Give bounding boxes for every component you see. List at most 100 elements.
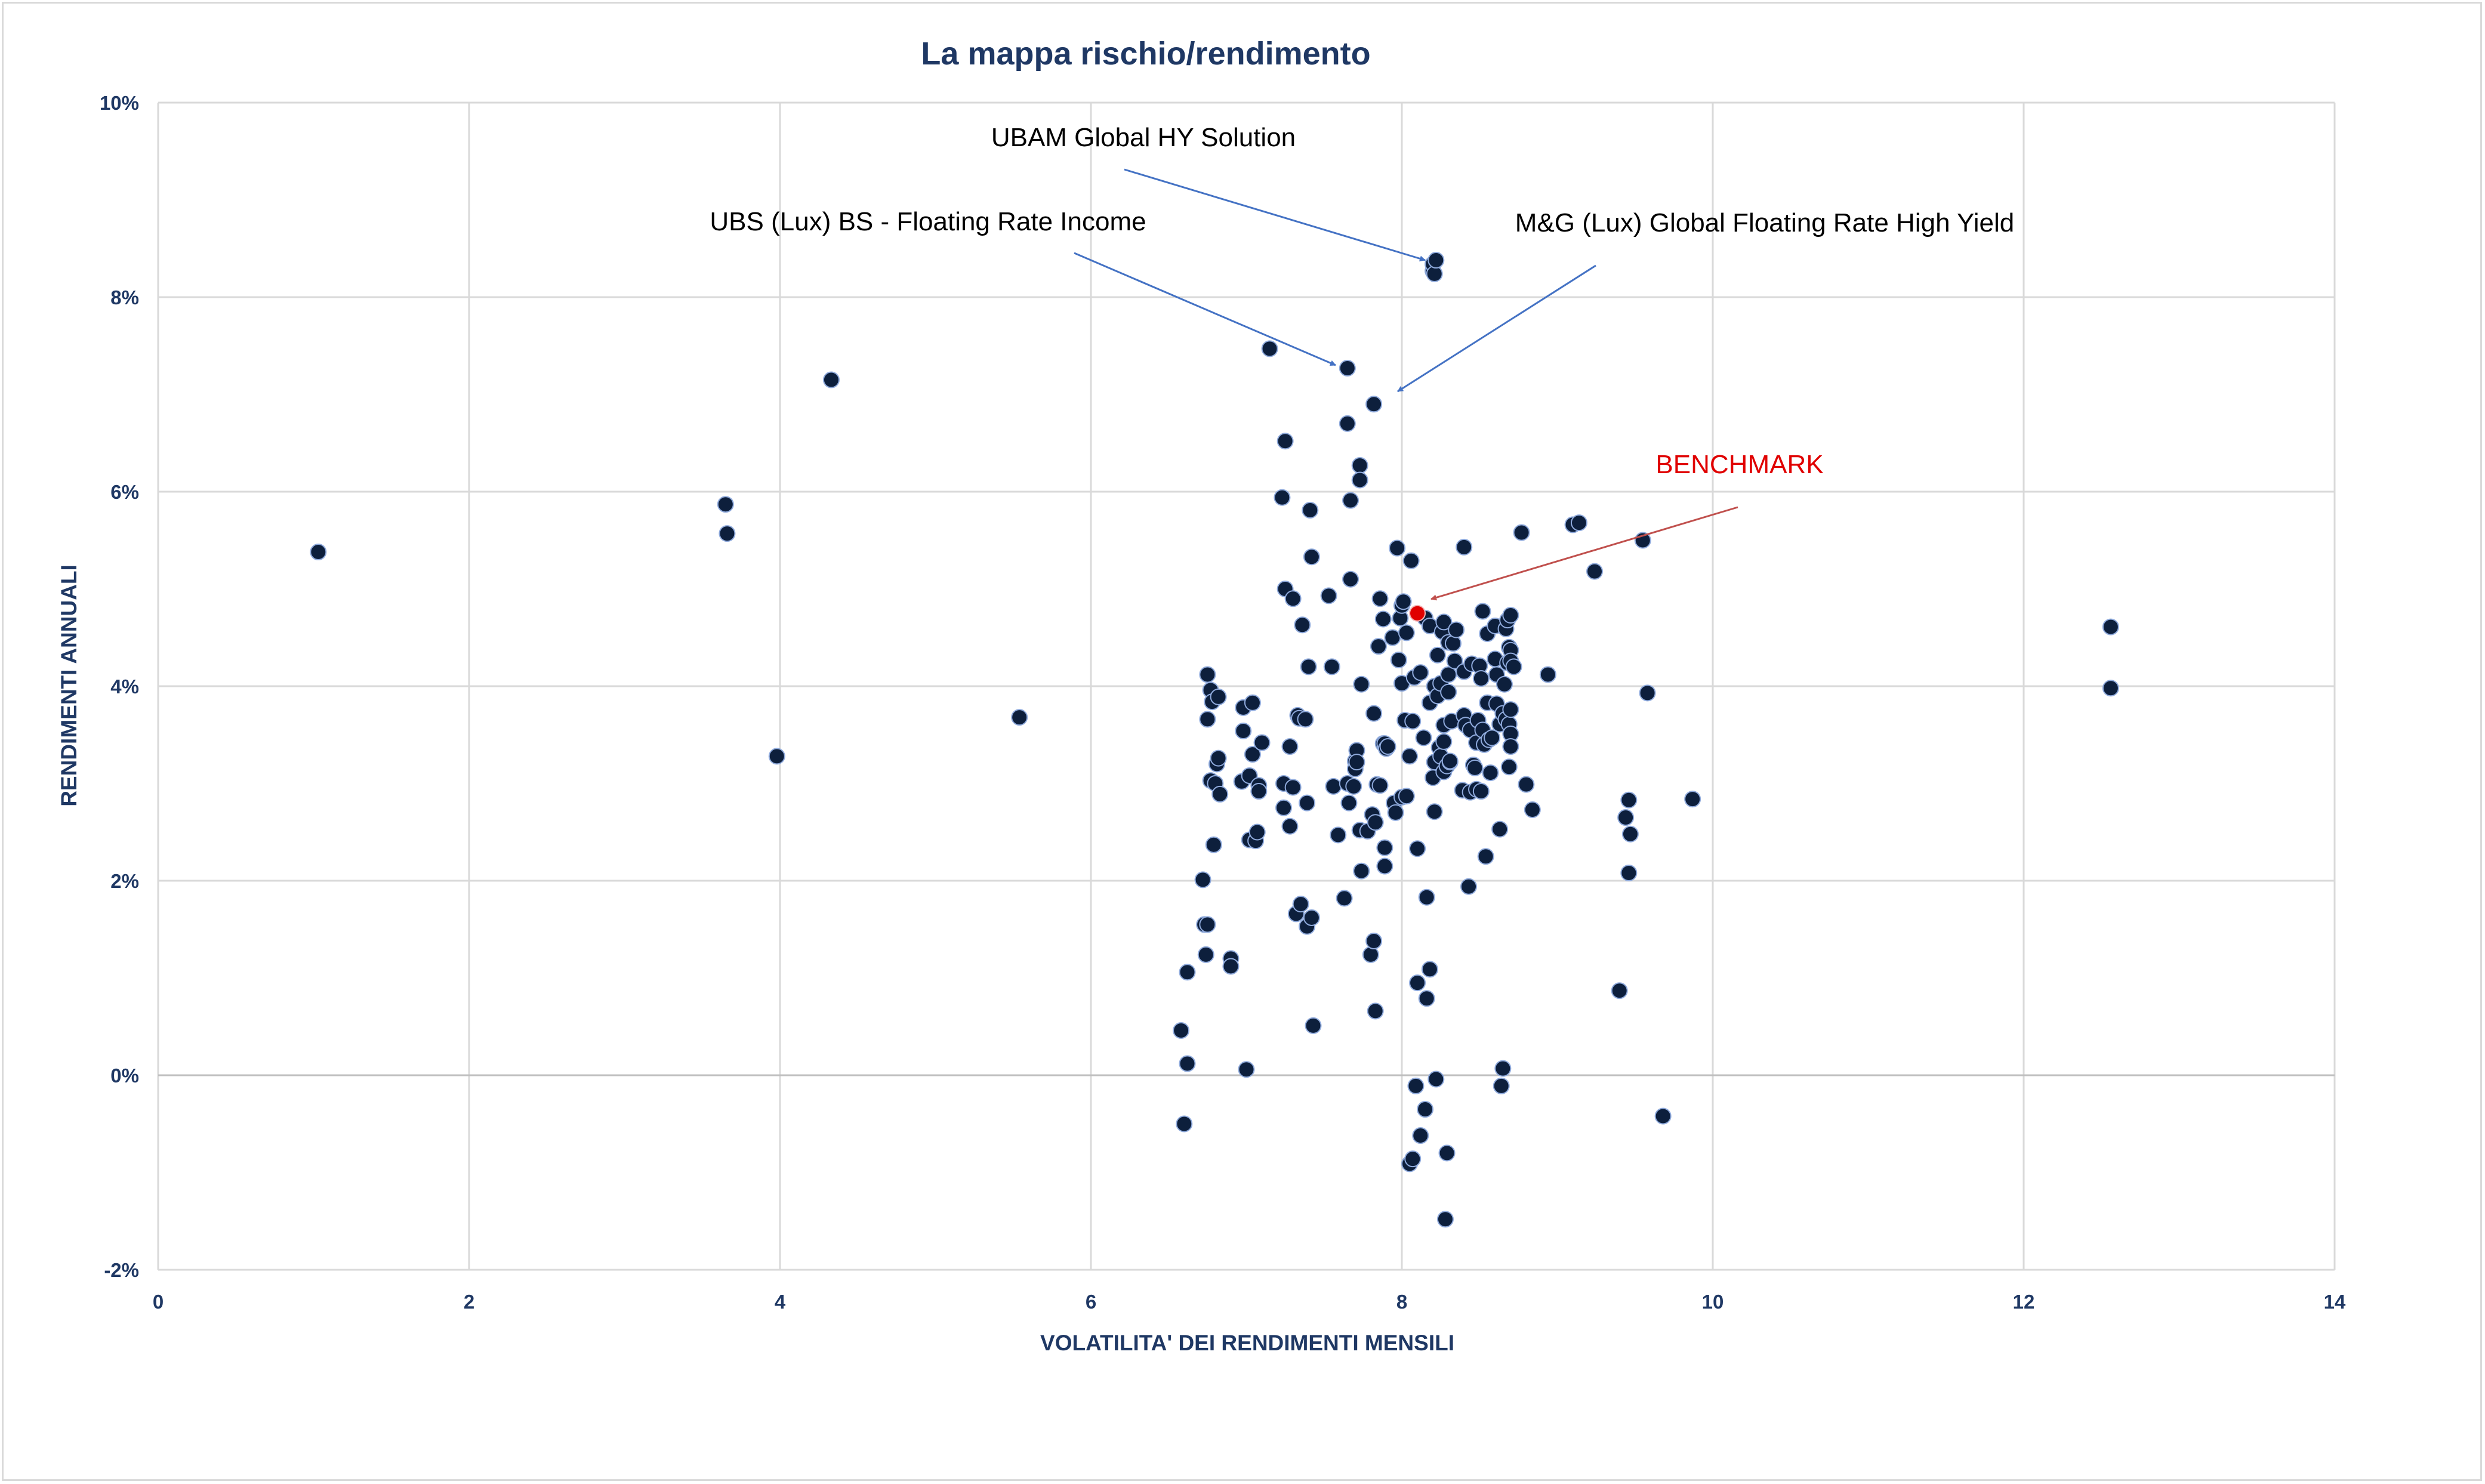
data-point bbox=[1436, 1211, 1454, 1228]
data-point bbox=[717, 496, 734, 513]
annotation-arrow-benchmark bbox=[1430, 506, 1738, 601]
annotations: UBAM Global HY Solution UBS (Lux) BS - F… bbox=[710, 123, 2014, 601]
data-point bbox=[1494, 1060, 1512, 1077]
data-point bbox=[1654, 1107, 1672, 1125]
data-point bbox=[1376, 857, 1393, 875]
data-point bbox=[1199, 711, 1216, 728]
data-point bbox=[1011, 709, 1028, 726]
data-point bbox=[1292, 896, 1309, 913]
data-point bbox=[2102, 618, 2119, 635]
tick-labels: 0 2 4 6 8 10 12 14 -2% 0% 2% 4% 6% 8% 10% bbox=[100, 92, 2346, 1313]
data-point bbox=[1302, 501, 1319, 519]
data-point bbox=[1415, 729, 1432, 746]
data-point bbox=[1351, 471, 1368, 489]
data-point bbox=[1435, 613, 1453, 631]
data-point bbox=[1617, 809, 1635, 826]
data-point bbox=[1362, 946, 1379, 963]
data-point bbox=[1365, 396, 1383, 413]
data-point bbox=[1418, 888, 1435, 906]
y-axis-label: RENDIMENTI ANNUALI bbox=[57, 564, 81, 807]
data-point bbox=[1421, 961, 1438, 978]
data-point bbox=[1353, 675, 1370, 693]
data-point bbox=[1371, 777, 1389, 794]
data-point bbox=[1611, 982, 1628, 999]
annotation-arrow-mg bbox=[1397, 264, 1596, 393]
data-point bbox=[1639, 684, 1656, 702]
data-point bbox=[1235, 722, 1252, 739]
data-point bbox=[1250, 783, 1268, 800]
data-point bbox=[1466, 759, 1484, 776]
data-point bbox=[1253, 734, 1271, 751]
data-point bbox=[1284, 590, 1302, 607]
data-point bbox=[1418, 990, 1435, 1007]
annotation-arrow-ubam bbox=[1124, 168, 1426, 262]
data-point bbox=[1621, 825, 1639, 843]
data-point bbox=[1281, 817, 1299, 835]
data-point bbox=[2102, 680, 2119, 697]
data-point bbox=[1197, 946, 1214, 963]
data-point bbox=[1484, 729, 1501, 746]
data-point bbox=[1493, 1077, 1510, 1094]
data-point bbox=[1570, 514, 1587, 532]
data-point bbox=[1284, 779, 1302, 796]
data-point bbox=[1474, 603, 1491, 620]
x-tick-label: 12 bbox=[2013, 1291, 2035, 1313]
data-point bbox=[822, 371, 840, 388]
y-tick-label: 10% bbox=[100, 92, 139, 114]
data-point bbox=[1444, 635, 1462, 652]
annotation-arrow-ubs bbox=[1074, 252, 1336, 366]
benchmark-point bbox=[1409, 604, 1426, 622]
x-tick-label: 2 bbox=[464, 1291, 474, 1313]
gridlines bbox=[157, 101, 2336, 1271]
data-point bbox=[1370, 638, 1387, 655]
y-tick-label: 8% bbox=[110, 286, 139, 308]
data-point bbox=[1502, 701, 1519, 718]
data-point bbox=[1500, 758, 1518, 776]
data-point bbox=[1348, 754, 1365, 771]
y-tick-label: -2% bbox=[104, 1259, 139, 1281]
y-tick-label: 4% bbox=[110, 675, 139, 698]
data-point bbox=[1502, 738, 1519, 755]
data-point bbox=[1440, 683, 1457, 701]
data-point bbox=[1513, 524, 1530, 541]
data-point bbox=[1194, 871, 1211, 888]
data-point bbox=[1496, 675, 1513, 693]
data-point bbox=[1460, 878, 1478, 895]
data-point bbox=[1684, 791, 1701, 808]
data-point bbox=[1398, 788, 1415, 805]
data-point bbox=[1428, 252, 1445, 269]
data-point bbox=[1379, 738, 1396, 755]
data-point bbox=[1384, 629, 1401, 646]
data-point bbox=[1389, 539, 1406, 557]
data-point bbox=[1365, 705, 1383, 722]
data-point bbox=[1274, 489, 1291, 506]
data-point bbox=[1518, 776, 1535, 793]
data-point bbox=[1275, 799, 1293, 816]
data-point bbox=[1179, 1055, 1196, 1072]
data-point bbox=[1294, 616, 1311, 634]
data-point bbox=[1320, 587, 1337, 604]
annotation-ubs: UBS (Lux) BS - Floating Rate Income bbox=[710, 207, 1146, 236]
x-tick-label: 4 bbox=[775, 1291, 786, 1313]
data-point bbox=[1238, 1061, 1255, 1078]
data-point bbox=[1303, 548, 1320, 566]
y-tick-label: 2% bbox=[110, 870, 139, 892]
data-point bbox=[719, 525, 736, 542]
x-tick-label: 8 bbox=[1396, 1291, 1407, 1313]
data-point bbox=[1620, 864, 1638, 881]
data-point bbox=[1371, 590, 1389, 607]
data-point bbox=[1345, 778, 1362, 795]
data-point bbox=[1412, 1127, 1429, 1144]
data-point bbox=[1448, 621, 1465, 638]
data-point bbox=[1376, 839, 1393, 856]
data-point bbox=[1404, 1150, 1422, 1168]
data-point bbox=[1446, 652, 1463, 670]
data-point bbox=[1412, 664, 1429, 681]
data-point bbox=[1199, 666, 1216, 683]
data-point bbox=[1409, 840, 1426, 857]
data-point bbox=[1456, 538, 1473, 556]
data-point bbox=[1428, 1070, 1445, 1088]
data-point bbox=[1398, 624, 1415, 641]
